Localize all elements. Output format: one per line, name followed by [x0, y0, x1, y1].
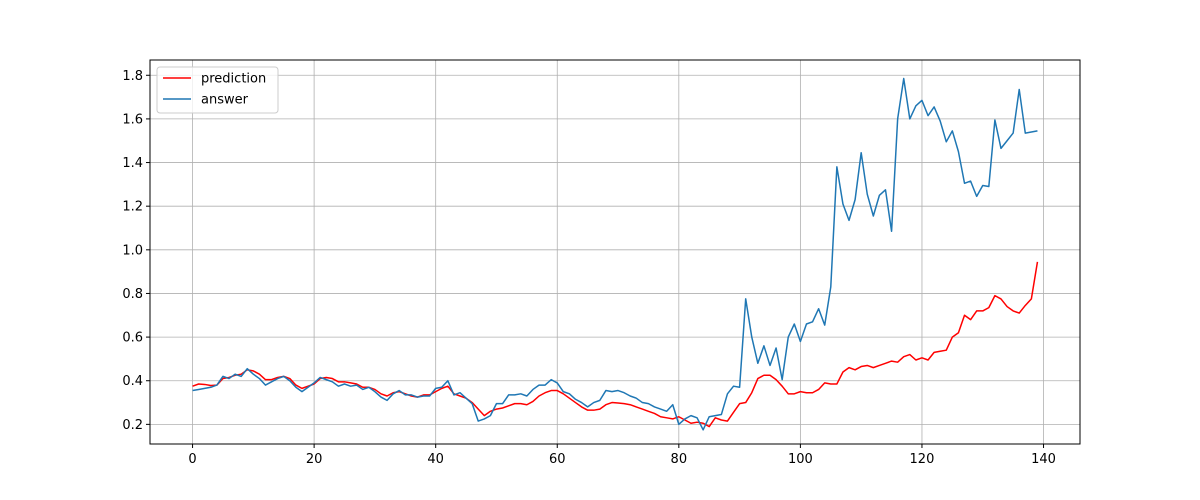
y-tick-label: 1.8	[122, 69, 143, 84]
plot-frame	[149, 59, 1081, 445]
x-tick-label: 100	[788, 452, 813, 467]
x-tick-label: 60	[549, 452, 566, 467]
y-tick-label: 0.4	[122, 374, 143, 389]
series-line-answer	[192, 77, 1038, 431]
y-tick-label: 0.8	[122, 287, 143, 302]
y-tick-label: 0.2	[122, 418, 143, 433]
y-tick-label: 1.2	[122, 200, 143, 215]
x-tick-label: 0	[188, 452, 196, 467]
x-tick-label: 120	[910, 452, 935, 467]
y-tick-label: 1.6	[122, 112, 143, 127]
x-tick-label: 40	[427, 452, 444, 467]
series-line-prediction	[192, 261, 1039, 428]
axis-ticks: 0 20 40 60 80 100 120 140 0.2 0.4 0.6 0.8 1.0 1.2 1.4 1…	[122, 69, 1056, 467]
legend-label-answer: answer	[201, 93, 249, 108]
legend-label-prediction: prediction	[201, 72, 266, 87]
grid	[150, 60, 1080, 444]
x-tick-label: 80	[671, 452, 688, 467]
y-tick-label: 1.0	[122, 243, 143, 258]
x-tick-label: 20	[306, 452, 323, 467]
series-lines	[192, 77, 1039, 431]
y-tick-label: 0.6	[122, 331, 143, 346]
x-tick-label: 140	[1031, 452, 1056, 467]
legend: prediction answer	[156, 66, 279, 114]
y-tick-label: 1.4	[122, 156, 143, 171]
